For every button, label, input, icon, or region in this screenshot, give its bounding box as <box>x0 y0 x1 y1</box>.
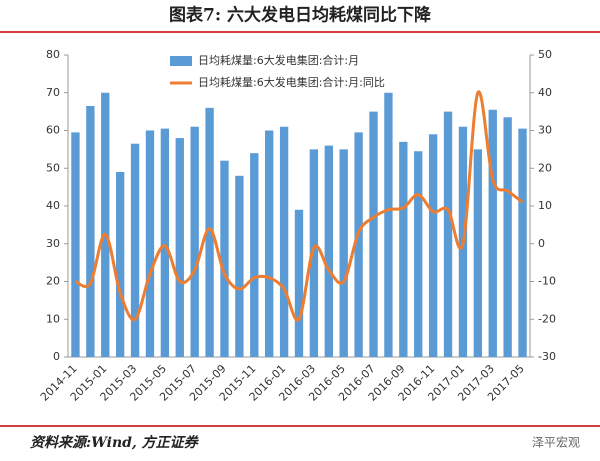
y2-tick-label: 0 <box>538 237 545 250</box>
bar <box>369 111 378 357</box>
bar <box>339 149 348 357</box>
y2-tick-label: -10 <box>538 275 556 288</box>
watermark: 泽平宏观 <box>532 435 580 450</box>
y-tick-label: 40 <box>46 199 60 212</box>
y-tick-label: 30 <box>46 237 60 250</box>
bar <box>101 92 110 357</box>
bar <box>235 175 244 357</box>
bar <box>294 209 304 357</box>
y-tick-label: 0 <box>53 350 60 363</box>
bar <box>384 92 393 357</box>
bar <box>145 130 155 357</box>
bar <box>190 126 199 357</box>
y-tick-label: 80 <box>46 48 60 61</box>
bar <box>160 128 170 357</box>
y-tick-label: 50 <box>46 161 60 174</box>
y2-tick-label: 40 <box>538 86 552 99</box>
legend-label: 日均耗煤量:6大发电集团:合计:月 <box>198 53 359 67</box>
source: 资料来源:Wind, 方正证券 <box>30 434 200 451</box>
chart-title: 图表7: 六大发电日均耗煤同比下降 <box>169 5 432 26</box>
bar <box>473 149 483 357</box>
bar <box>250 153 259 357</box>
y2-tick-label: 30 <box>538 124 552 137</box>
bar <box>488 109 497 357</box>
bar <box>443 111 453 357</box>
bar <box>354 132 363 357</box>
bar <box>175 138 184 357</box>
y-tick-label: 60 <box>46 124 60 137</box>
bar <box>324 145 333 357</box>
bar <box>503 117 512 357</box>
bar <box>205 107 214 357</box>
legend-label: 日均耗煤量:6大发电集团:合计:月:同比 <box>198 75 385 89</box>
y2-tick-label: 20 <box>538 161 552 174</box>
y-tick-label: 70 <box>46 86 60 99</box>
y-tick-label: 20 <box>46 275 60 288</box>
bar <box>399 141 408 357</box>
bar <box>130 143 140 357</box>
bar <box>518 128 527 357</box>
y2-tick-label: 50 <box>538 48 552 61</box>
bar <box>279 126 289 357</box>
y2-tick-label: -20 <box>538 312 556 325</box>
y2-tick-label: 10 <box>538 199 552 212</box>
bar <box>86 105 95 358</box>
y-tick-label: 10 <box>46 312 60 325</box>
bar <box>309 149 319 357</box>
bar <box>414 151 423 357</box>
bar <box>428 134 438 357</box>
bar <box>220 160 229 357</box>
line <box>74 90 524 322</box>
bar <box>115 172 125 357</box>
bar <box>265 130 274 357</box>
legend-swatch <box>170 56 192 66</box>
y2-tick-label: -30 <box>538 350 556 363</box>
bar <box>71 132 80 357</box>
